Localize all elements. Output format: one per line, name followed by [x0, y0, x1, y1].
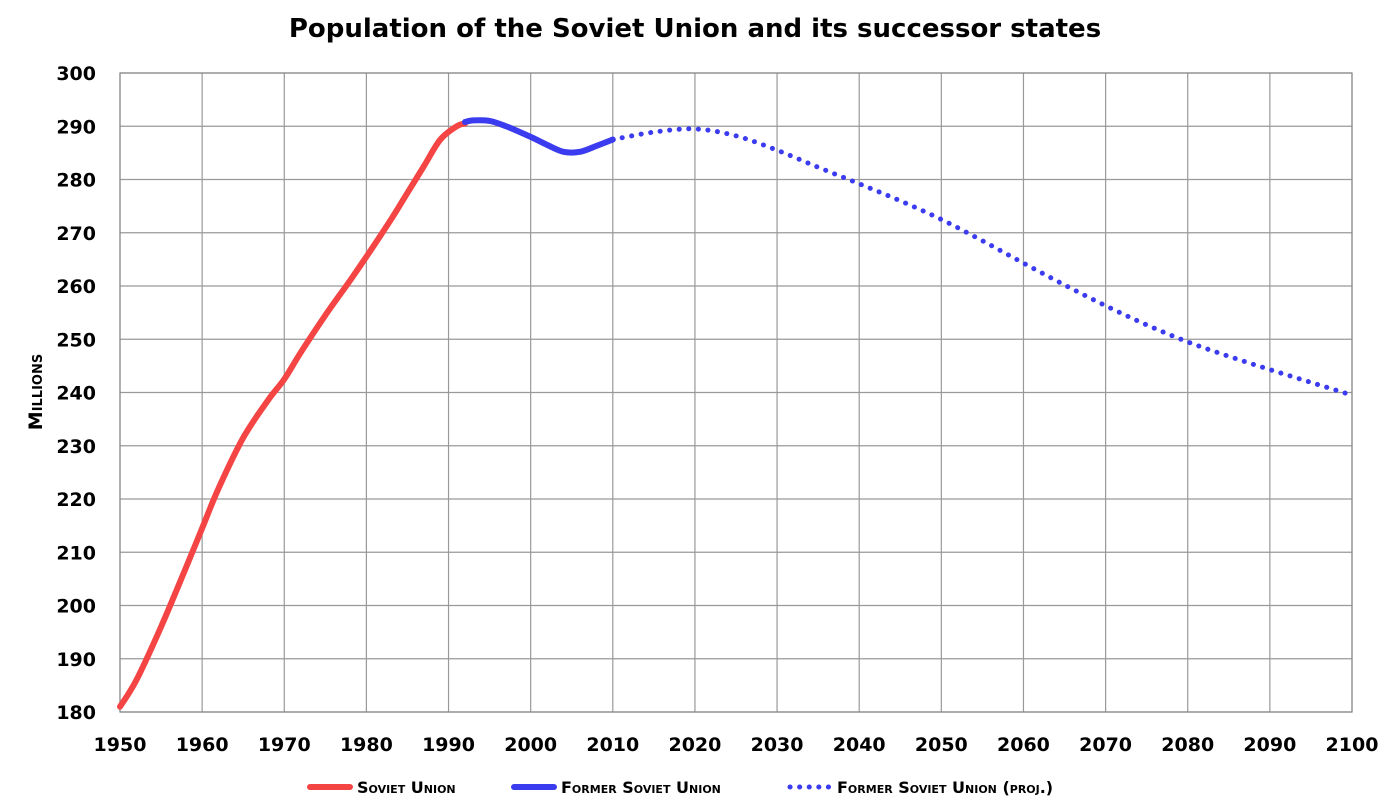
legend-item-former-soviet-union-proj: Former Soviet Union (proj.) [787, 778, 1053, 797]
grid [119, 72, 1353, 713]
y-tick-label: 260 [56, 276, 96, 298]
x-tick-label: 1990 [422, 734, 475, 756]
y-tick-label: 190 [56, 649, 96, 671]
series-lines [117, 117, 1355, 710]
y-tick-label: 240 [56, 383, 96, 405]
x-tick-label: 2070 [1079, 734, 1132, 756]
legend-label: Soviet Union [357, 778, 456, 797]
legend-label: Former Soviet Union [561, 778, 721, 797]
x-tick-label: 2020 [668, 734, 721, 756]
y-tick-label: 220 [56, 489, 96, 511]
chart-title: Population of the Soviet Union and its s… [288, 14, 1102, 44]
y-tick-label: 200 [56, 596, 96, 618]
plot-frame [119, 72, 1353, 713]
y-tick-label: 280 [56, 170, 96, 192]
x-axis-ticks: 1950 1960 1970 1980 1990 2000 2010 2020 2030 2040… [94, 734, 1379, 756]
legend-item-soviet-union: Soviet Union [307, 778, 456, 797]
x-tick-label: 2030 [751, 734, 804, 756]
y-tick-label: 210 [56, 542, 96, 564]
x-tick-label: 2000 [504, 734, 557, 756]
soviet-union-line [117, 120, 468, 710]
y-tick-label: 290 [56, 116, 96, 138]
x-tick-label: 2010 [586, 734, 639, 756]
x-tick-label: 2060 [997, 734, 1050, 756]
x-tick-label: 2100 [1326, 734, 1379, 756]
former-soviet-union-line [461, 117, 616, 156]
x-tick-label: 2040 [833, 734, 886, 756]
y-axis-label: Millions [25, 354, 47, 430]
x-tick-label: 1960 [176, 734, 229, 756]
x-tick-label: 1980 [340, 734, 393, 756]
legend: Soviet Union Former Soviet Union Former So… [307, 778, 1053, 797]
y-tick-label: 250 [56, 329, 96, 351]
y-tick-label: 300 [56, 63, 96, 85]
y-tick-label: 230 [56, 436, 96, 458]
x-tick-label: 1970 [258, 734, 311, 756]
plot-border [119, 72, 1353, 713]
x-tick-label: 1950 [94, 734, 147, 756]
legend-item-former-soviet-union: Former Soviet Union [511, 778, 721, 797]
former-soviet-union-proj-line [610, 126, 1355, 398]
y-tick-label: 180 [56, 702, 96, 724]
x-tick-label: 2080 [1161, 734, 1214, 756]
y-axis-ticks: 180 190 200 210 220 230 240 250 260 270 280 290 300 [56, 63, 96, 724]
x-tick-label: 2090 [1243, 734, 1296, 756]
x-tick-label: 2050 [915, 734, 968, 756]
legend-label: Former Soviet Union (proj.) [837, 778, 1053, 797]
y-tick-label: 270 [56, 223, 96, 245]
